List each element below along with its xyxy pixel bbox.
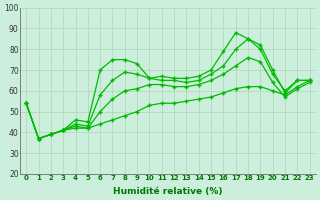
X-axis label: Humidité relative (%): Humidité relative (%) xyxy=(113,187,223,196)
